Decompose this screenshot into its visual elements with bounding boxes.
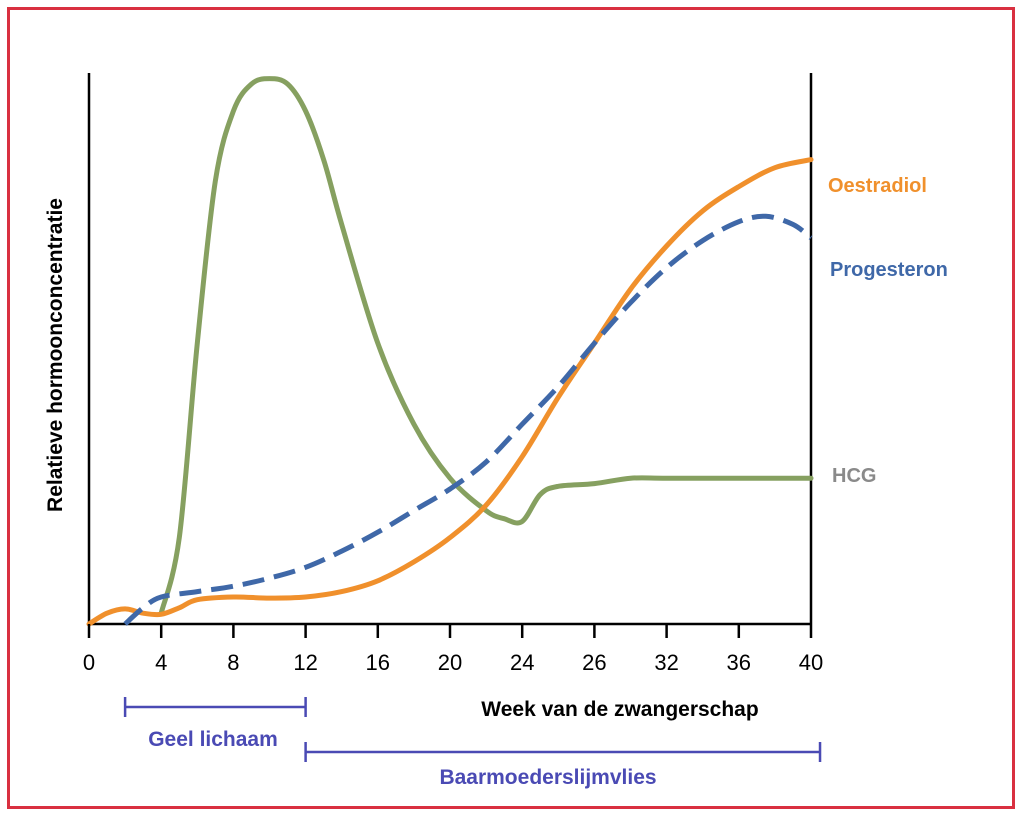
- y-axis-title: Relatieve hormoonconcentratie: [44, 198, 67, 512]
- phase-label-geel-lichaam: Geel lichaam: [148, 728, 278, 751]
- x-tick-label: 26: [582, 650, 606, 675]
- x-tick-label: 16: [366, 650, 390, 675]
- series-line-hcg: [158, 76, 814, 616]
- series-layer: [86, 76, 814, 627]
- ticks-layer: 0 4 8 12 16 20 24 26 32 36 40: [83, 624, 823, 675]
- series-line-progesteron: [123, 213, 813, 626]
- series-label-oestradiol: Oestradiol: [828, 175, 927, 197]
- series-label-hcg: HCG: [832, 465, 876, 487]
- image-border-frame: [7, 7, 1015, 809]
- series-label-progesteron: Progesteron: [830, 259, 948, 281]
- x-tick-label: 20: [438, 650, 462, 675]
- x-tick-label: 8: [227, 650, 239, 675]
- x-tick-label: 24: [510, 650, 534, 675]
- x-axis-title: Week van de zwangerschap: [481, 698, 758, 721]
- phase-label-baarmoederslijmvlies: Baarmoederslijmvlies: [439, 766, 656, 789]
- x-tick-label: 0: [83, 650, 95, 675]
- x-tick-label: 4: [155, 650, 167, 675]
- x-tick-label: 12: [293, 650, 317, 675]
- x-tick-label: 36: [727, 650, 751, 675]
- series-line-oestradiol: [86, 157, 814, 627]
- x-tick-label: 32: [654, 650, 678, 675]
- phases-layer: Geel lichaam Baarmoederslijmvlies: [123, 697, 822, 789]
- x-tick-label: 40: [799, 650, 823, 675]
